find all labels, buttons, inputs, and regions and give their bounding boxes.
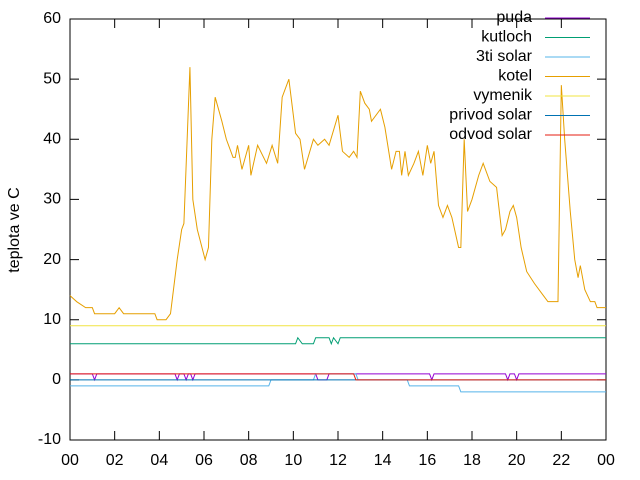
x-tick-label: 20 — [508, 452, 526, 469]
x-tick-label: 14 — [374, 452, 392, 469]
y-tick-label: -10 — [38, 431, 61, 448]
y-tick-label: 60 — [43, 10, 61, 27]
x-tick-label: 18 — [463, 452, 481, 469]
legend-label: kotel — [498, 68, 532, 85]
series-line — [70, 336, 606, 346]
legend-label: kutloch — [481, 29, 532, 46]
x-tick-label: 00 — [61, 452, 79, 469]
series-line — [70, 373, 606, 382]
x-tick-label: 16 — [418, 452, 436, 469]
y-tick-label: 10 — [43, 311, 61, 328]
y-tick-label: 0 — [52, 371, 61, 388]
legend-label: vymenik — [473, 87, 533, 104]
x-tick-label: 02 — [106, 452, 124, 469]
y-tick-label: 20 — [43, 251, 61, 268]
x-tick-label: 10 — [284, 452, 302, 469]
legend-label: puda — [496, 9, 532, 26]
legend-label: privod solar — [449, 107, 532, 124]
x-tick-label: 12 — [329, 452, 347, 469]
x-tick-label: 22 — [552, 452, 570, 469]
x-tick-label: 08 — [240, 452, 258, 469]
x-tick-label: 04 — [150, 452, 168, 469]
legend-label: odvod solar — [449, 126, 532, 143]
x-tick-label: 06 — [195, 452, 213, 469]
y-tick-label: 40 — [43, 131, 61, 148]
legend-label: 3ti solar — [476, 48, 533, 65]
x-tick-label: 00 — [597, 452, 615, 469]
y-tick-label: 50 — [43, 70, 61, 87]
series-line — [70, 373, 606, 381]
y-axis-label: teplota ve C — [6, 187, 23, 272]
series-line — [70, 373, 606, 393]
series-line — [69, 67, 606, 321]
y-tick-label: 30 — [43, 191, 61, 208]
